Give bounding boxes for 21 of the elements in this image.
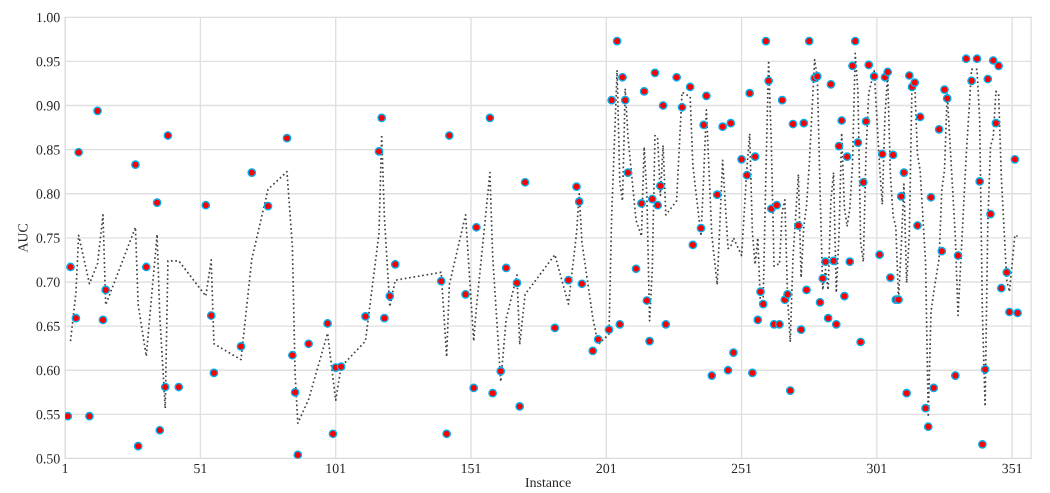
x-tick-label: 151 <box>461 463 481 474</box>
x-tick-label: 1 <box>62 463 68 473</box>
y-tick-label: 0.70 <box>36 277 60 288</box>
x-axis-title: Instance <box>525 477 571 488</box>
y-tick-label: 0.50 <box>36 454 60 464</box>
y-tick-label: 0.80 <box>36 189 60 199</box>
x-tick-label: 301 <box>867 463 887 474</box>
y-tick-label: 0.85 <box>36 145 60 155</box>
x-tick-label: 201 <box>596 463 616 474</box>
x-tick-label: 51 <box>194 463 207 474</box>
x-tick-label: 251 <box>731 463 752 474</box>
y-axis-title: AUC <box>18 223 28 253</box>
y-tick-label: 0.75 <box>36 233 60 243</box>
x-tick-label: 351 <box>1002 463 1022 474</box>
y-tick-label: 0.60 <box>36 365 60 376</box>
y-tick-label: 0.90 <box>36 101 60 111</box>
x-tick-label: 101 <box>326 463 346 474</box>
y-tick-label: 1.00 <box>37 12 60 23</box>
y-tick-label: 0.95 <box>36 56 60 67</box>
y-tick-label: 0.65 <box>36 321 60 332</box>
y-tick-label: 0.55 <box>36 409 60 420</box>
